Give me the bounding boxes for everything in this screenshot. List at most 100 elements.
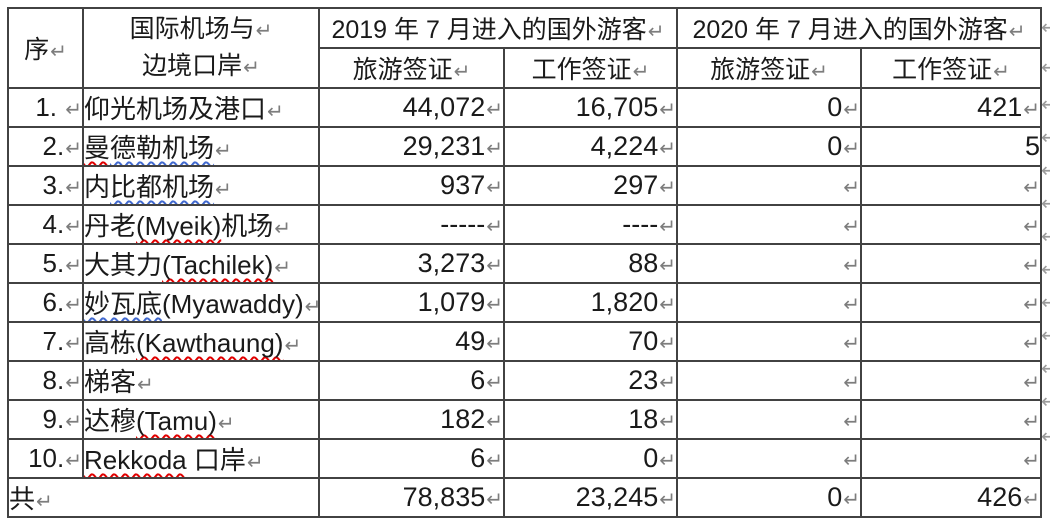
cell-port-name[interactable]: 曼德勒机场↵ bbox=[82, 126, 320, 167]
cell-2019-tourist[interactable]: 937↵ bbox=[318, 165, 505, 206]
cell-2020-tourist[interactable]: 0↵ bbox=[676, 87, 862, 128]
table-row: 6.↵ 妙瓦底(Myawaddy)↵ 1,079↵ 1,820↵ ↵ ↵ bbox=[7, 282, 1042, 323]
cell-2020-work[interactable]: 421↵ bbox=[860, 87, 1042, 128]
cell-2019-work[interactable]: ----↵ bbox=[503, 204, 678, 245]
cell-2019-tourist[interactable]: 3,273↵ bbox=[318, 243, 505, 284]
header-port[interactable]: 国际机场与↵ 边境口岸↵ bbox=[82, 7, 320, 89]
cell-seq[interactable]: 3.↵ bbox=[7, 165, 84, 206]
cell-seq[interactable]: 5.↵ bbox=[7, 243, 84, 284]
cell-2020-tourist[interactable]: ↵ bbox=[676, 165, 862, 206]
cell-2019-work[interactable]: 4,224↵ bbox=[503, 126, 678, 167]
end-of-cell-mark: ↵ bbox=[486, 136, 503, 160]
cell-2019-tourist[interactable]: 29,231↵ bbox=[318, 126, 505, 167]
cell-2020-tourist[interactable]: ↵ bbox=[676, 399, 862, 440]
cell-port-name[interactable]: Rekkoda 口岸↵ bbox=[82, 438, 320, 479]
cell-2020-tourist[interactable]: ↵ bbox=[676, 243, 862, 284]
cell-2019-work[interactable]: 70↵ bbox=[503, 321, 678, 362]
cell-2019-tourist[interactable]: 44,072↵ bbox=[318, 87, 505, 128]
cell-2020-tourist[interactable]: ↵ bbox=[676, 282, 862, 323]
header-group-2019[interactable]: 2019 年 7 月进入的国外游客↵ bbox=[318, 7, 678, 49]
cell-total-2020-work[interactable]: 426↵ bbox=[860, 477, 1042, 518]
seq-number: 8. bbox=[42, 365, 65, 395]
cell-2019-tourist[interactable]: 6↵ bbox=[318, 438, 505, 479]
table-row: 7.↵ 高栋(Kawthaung)↵ 49↵ 70↵ ↵ ↵ bbox=[7, 321, 1042, 362]
cell-port-name[interactable]: 内比都机场↵ bbox=[82, 165, 320, 206]
cell-total-2019-tourist[interactable]: 78,835↵ bbox=[318, 477, 505, 518]
end-of-row-mark: ↵ bbox=[1041, 55, 1050, 79]
cell-2019-work[interactable]: 23↵ bbox=[503, 360, 678, 401]
cell-2020-work[interactable]: 5 bbox=[860, 126, 1042, 167]
end-of-cell-mark: ↵ bbox=[1023, 487, 1040, 511]
name-segment: 内 bbox=[84, 172, 111, 202]
value: 16,705 bbox=[575, 92, 659, 122]
end-of-cell-mark: ↵ bbox=[246, 450, 264, 474]
end-of-row-mark-slot: ↵ bbox=[1041, 120, 1050, 153]
end-of-row-mark: ↵ bbox=[1041, 15, 1050, 39]
end-of-cell-mark: ↵ bbox=[36, 489, 53, 513]
cell-seq[interactable]: 4.↵ bbox=[7, 204, 84, 245]
header-2019-work[interactable]: 工作签证↵ bbox=[503, 47, 678, 89]
cell-2019-tourist[interactable]: 6↵ bbox=[318, 360, 505, 401]
header-2020-work[interactable]: 工作签证↵ bbox=[860, 47, 1042, 89]
cell-port-name[interactable]: 仰光机场及港口↵ bbox=[82, 87, 320, 128]
cell-total-label[interactable]: 共↵ bbox=[7, 477, 320, 518]
header-group-2019-label: 2019 年 7 月进入的国外游客 bbox=[331, 16, 647, 44]
cell-2020-work[interactable]: ↵ bbox=[860, 282, 1042, 323]
header-group-2020[interactable]: 2020 年 7 月进入的国外游客↵ bbox=[676, 7, 1042, 49]
header-2020-tourist-label: 旅游签证 bbox=[710, 56, 811, 84]
header-2019-tourist[interactable]: 旅游签证↵ bbox=[318, 47, 505, 89]
cell-2019-work[interactable]: 18↵ bbox=[503, 399, 678, 440]
cell-2020-tourist[interactable]: ↵ bbox=[676, 321, 862, 362]
cell-port-name[interactable]: 高栋(Kawthaung)↵ bbox=[82, 321, 320, 362]
cell-2020-work[interactable]: ↵ bbox=[860, 321, 1042, 362]
end-of-row-mark: ↵ bbox=[1041, 223, 1050, 248]
cell-2020-work[interactable]: ↵ bbox=[860, 360, 1042, 401]
header-2020-work-label: 工作签证 bbox=[892, 56, 993, 84]
name-segment: 丹老 bbox=[84, 211, 137, 241]
end-of-cell-mark: ↵ bbox=[486, 292, 503, 316]
cell-2020-tourist[interactable]: ↵ bbox=[676, 360, 862, 401]
end-of-row-mark-slot: ↵ bbox=[1041, 417, 1050, 455]
cell-2020-work[interactable]: ↵ bbox=[860, 438, 1042, 479]
end-of-cell-mark: ↵ bbox=[1023, 331, 1040, 355]
name-segment: 机场 bbox=[221, 211, 274, 241]
cell-seq[interactable]: 9.↵ bbox=[7, 399, 84, 440]
cell-2020-work[interactable]: ↵ bbox=[860, 165, 1042, 206]
cell-2020-work[interactable]: ↵ bbox=[860, 204, 1042, 245]
cell-2019-work[interactable]: 0↵ bbox=[503, 438, 678, 479]
cell-2020-work[interactable]: ↵ bbox=[860, 243, 1042, 284]
header-seq[interactable]: 序↵ bbox=[7, 7, 84, 89]
cell-seq[interactable]: 7.↵ bbox=[7, 321, 84, 362]
cell-2019-tourist[interactable]: 1,079↵ bbox=[318, 282, 505, 323]
seq-number: 1. bbox=[35, 92, 65, 122]
cell-seq[interactable]: 6.↵ bbox=[7, 282, 84, 323]
cell-seq[interactable]: 1. ↵ bbox=[7, 87, 84, 128]
cell-port-name[interactable]: 梯客↵ bbox=[82, 360, 320, 401]
cell-port-name[interactable]: 达穆(Tamu)↵ bbox=[82, 399, 320, 440]
cell-2019-tourist[interactable]: 182↵ bbox=[318, 399, 505, 440]
end-of-cell-mark: ↵ bbox=[284, 333, 302, 357]
cell-2019-tourist[interactable]: 49↵ bbox=[318, 321, 505, 362]
cell-2019-work[interactable]: 16,705↵ bbox=[503, 87, 678, 128]
end-of-cell-mark: ↵ bbox=[486, 175, 503, 199]
end-of-cell-mark: ↵ bbox=[659, 97, 676, 121]
cell-2020-tourist[interactable]: ↵ bbox=[676, 204, 862, 245]
cell-seq[interactable]: 2.↵ bbox=[7, 126, 84, 167]
cell-total-2019-work[interactable]: 23,245↵ bbox=[503, 477, 678, 518]
end-of-cell-mark: ↵ bbox=[659, 136, 676, 160]
cell-2020-tourist[interactable]: 0↵ bbox=[676, 126, 862, 167]
cell-2019-tourist[interactable]: -----↵ bbox=[318, 204, 505, 245]
end-of-cell-mark: ↵ bbox=[659, 487, 676, 511]
cell-2020-tourist[interactable]: ↵ bbox=[676, 438, 862, 479]
cell-2019-work[interactable]: 1,820↵ bbox=[503, 282, 678, 323]
header-2020-tourist[interactable]: 旅游签证↵ bbox=[676, 47, 862, 89]
cell-total-2020-tourist[interactable]: 0↵ bbox=[676, 477, 862, 518]
cell-2019-work[interactable]: 297↵ bbox=[503, 165, 678, 206]
cell-2020-work[interactable]: ↵ bbox=[860, 399, 1042, 440]
cell-2019-work[interactable]: 88↵ bbox=[503, 243, 678, 284]
cell-seq[interactable]: 10.↵ bbox=[7, 438, 84, 479]
cell-seq[interactable]: 8.↵ bbox=[7, 360, 84, 401]
cell-port-name[interactable]: 丹老(Myeik)机场↵ bbox=[82, 204, 320, 245]
cell-port-name[interactable]: 大其力(Tachilek)↵ bbox=[82, 243, 320, 284]
cell-port-name[interactable]: 妙瓦底(Myawaddy)↵ bbox=[82, 282, 320, 323]
